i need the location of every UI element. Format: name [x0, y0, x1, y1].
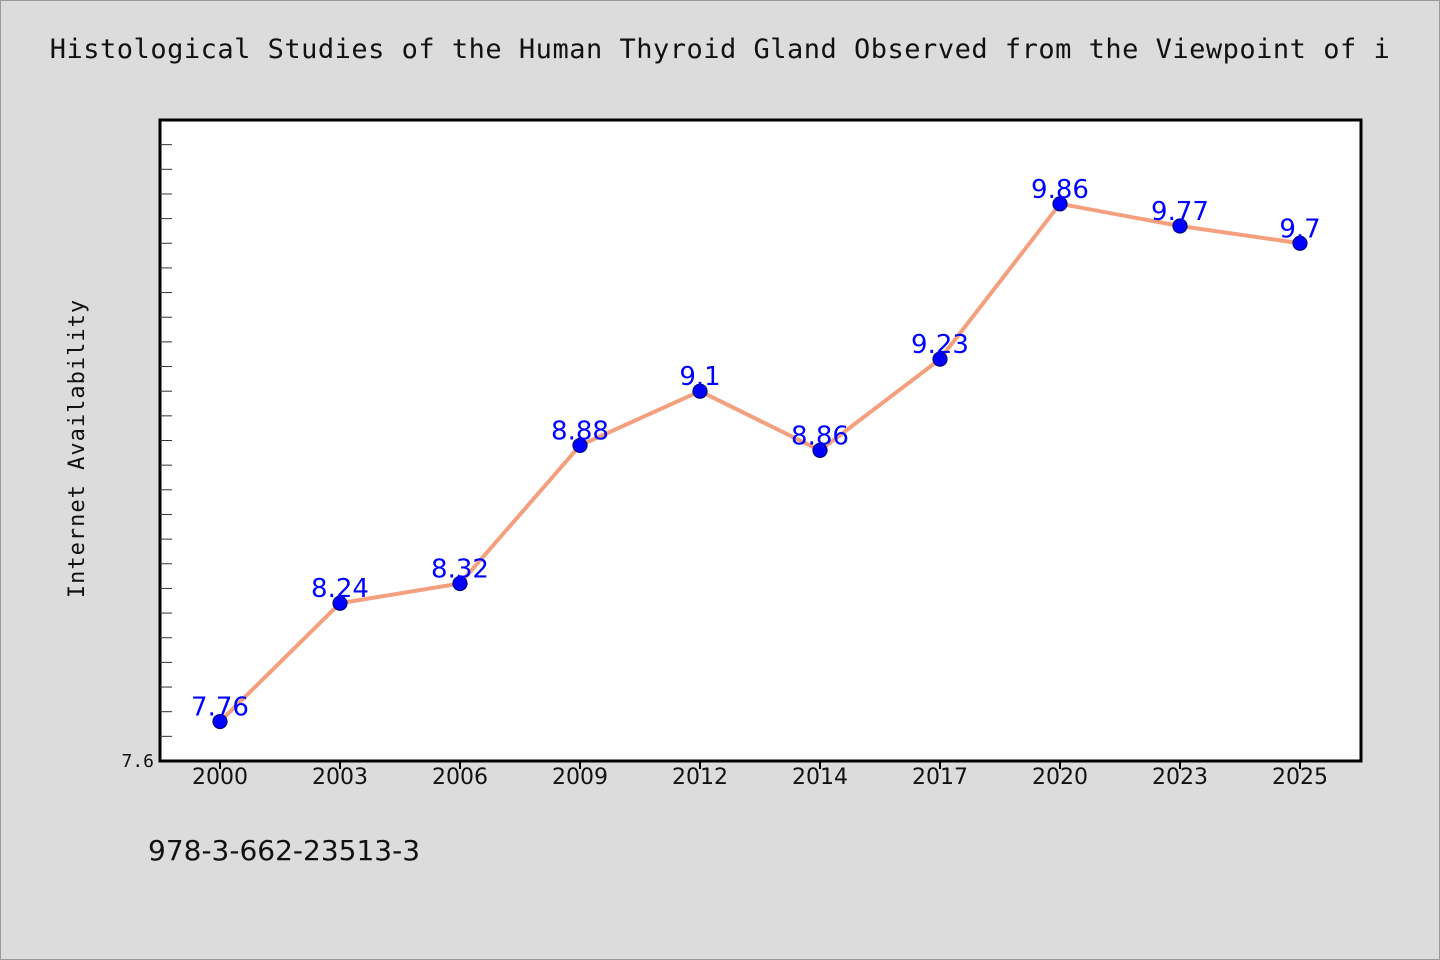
data-label: 7.76: [191, 693, 249, 723]
y-tick-label: 7.6: [121, 751, 154, 772]
data-markers: [212, 196, 1308, 730]
data-point: [452, 575, 468, 592]
data-point: [572, 437, 588, 454]
x-tick-label: 2012: [672, 765, 728, 790]
data-label: 8.86: [791, 421, 849, 451]
data-point: [1052, 196, 1068, 212]
y-axis-label: Internet Availability: [65, 299, 90, 598]
x-tick-label: 2020: [1032, 765, 1088, 790]
data-label: 8.24: [311, 574, 369, 604]
data-label: 9.7: [1279, 214, 1320, 244]
series-line: [218, 201, 1301, 723]
x-tick-label: 2023: [1152, 765, 1208, 790]
x-tick-label: 2006: [432, 765, 488, 790]
data-label: 8.88: [551, 416, 609, 446]
isbn-text: 978-3-662-23513-3: [148, 834, 421, 867]
data-point: [332, 595, 348, 611]
plot-area: [158, 118, 1363, 763]
data-point: [932, 351, 948, 367]
data-point: [1292, 235, 1308, 251]
data-labels: 7.76 8.24 8.32 8.88 9.1 8.86 9.23 9.86 9.77 9.7: [191, 175, 1321, 723]
x-axis-ticks: 2000 2003 2006 2009 2012 2014 2017 2020 2023 2025: [192, 761, 1328, 790]
data-label: 8.32: [431, 554, 489, 584]
data-label: 9.23: [911, 330, 969, 360]
x-tick-label: 2025: [1272, 765, 1328, 790]
x-tick-label: 2000: [192, 765, 248, 790]
data-label: 9.77: [1151, 197, 1209, 227]
data-label: 9.1: [679, 362, 720, 392]
x-tick-label: 2017: [912, 765, 968, 790]
x-tick-label: 2014: [792, 765, 848, 790]
x-tick-label: 2003: [312, 765, 368, 790]
data-point: [692, 383, 708, 399]
x-tick-label: 2009: [552, 765, 608, 790]
data-point: [212, 713, 228, 730]
y-axis-ticks: 7.6: [121, 144, 172, 772]
chart-title: Histological Studies of the Human Thyroi…: [49, 34, 1391, 65]
data-label: 9.86: [1031, 175, 1089, 205]
data-point: [812, 442, 828, 458]
data-point: [1172, 218, 1188, 234]
